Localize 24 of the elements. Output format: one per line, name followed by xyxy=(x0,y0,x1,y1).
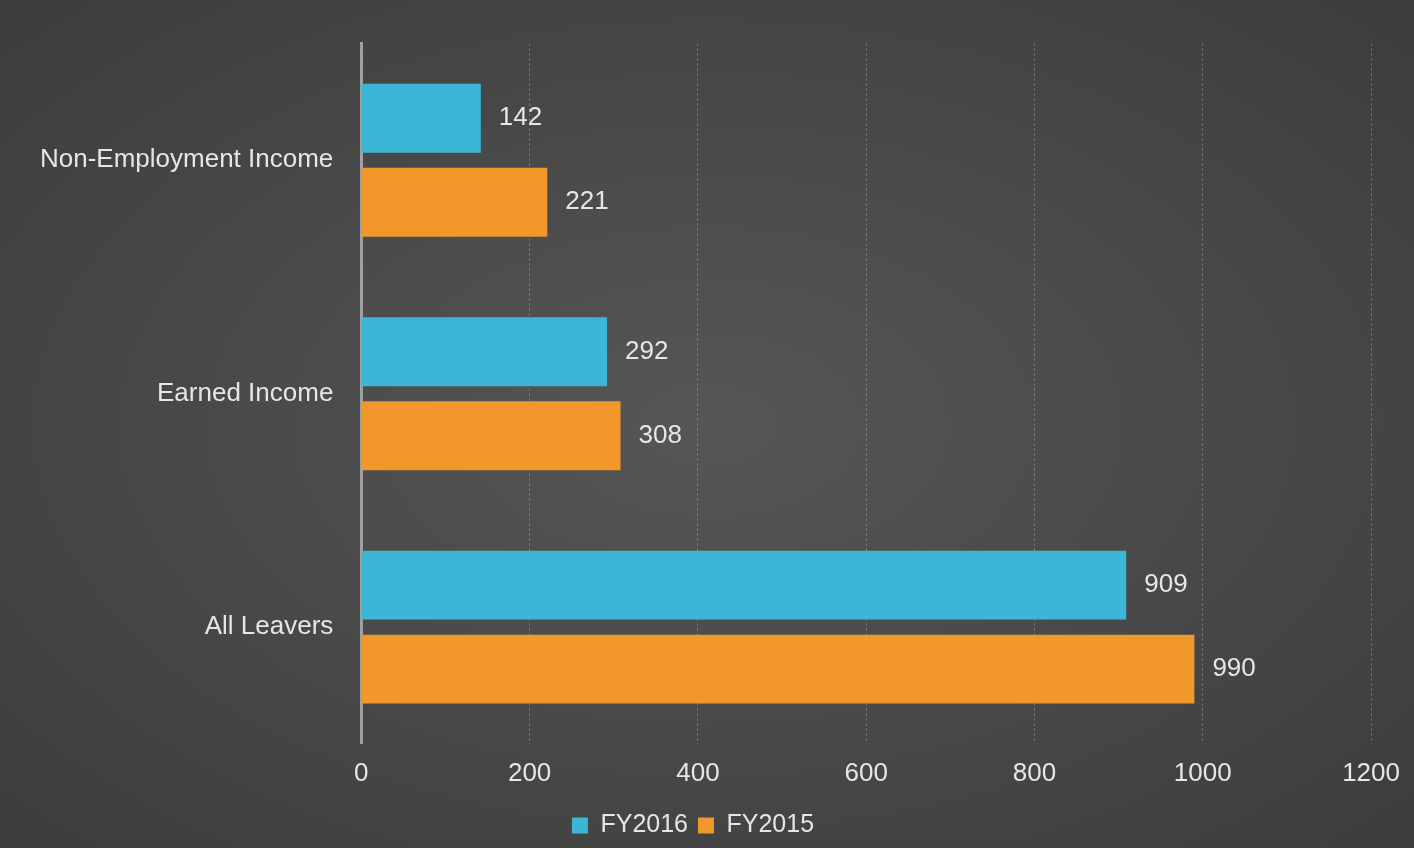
x-tick-label: 1200 xyxy=(1342,756,1400,787)
bar xyxy=(361,167,548,237)
legend-label: FY2016 xyxy=(600,809,688,838)
y-tick-label: Non-Employment Income xyxy=(39,143,334,174)
data-label: 221 xyxy=(565,185,609,216)
data-label: 909 xyxy=(1144,568,1188,599)
data-label: 292 xyxy=(625,334,669,365)
x-tick-label: 200 xyxy=(507,756,552,787)
x-tick-label: 600 xyxy=(844,756,888,787)
y-tick-label: Earned Income xyxy=(157,376,334,407)
bar xyxy=(361,83,481,153)
x-tick-label: 0 xyxy=(354,756,369,787)
data-label: 142 xyxy=(498,101,543,132)
bar xyxy=(361,317,608,387)
data-label: 990 xyxy=(1212,652,1256,683)
x-tick-label: 800 xyxy=(1012,756,1057,787)
bar xyxy=(361,401,621,471)
y-tick-label: All Leavers xyxy=(204,610,334,641)
bar xyxy=(361,550,1127,620)
x-tick-label: 400 xyxy=(676,756,720,787)
bar xyxy=(361,634,1195,704)
data-label: 308 xyxy=(638,418,682,449)
x-tick-label: 1000 xyxy=(1173,756,1232,787)
legend-label: FY2015 xyxy=(726,809,815,838)
